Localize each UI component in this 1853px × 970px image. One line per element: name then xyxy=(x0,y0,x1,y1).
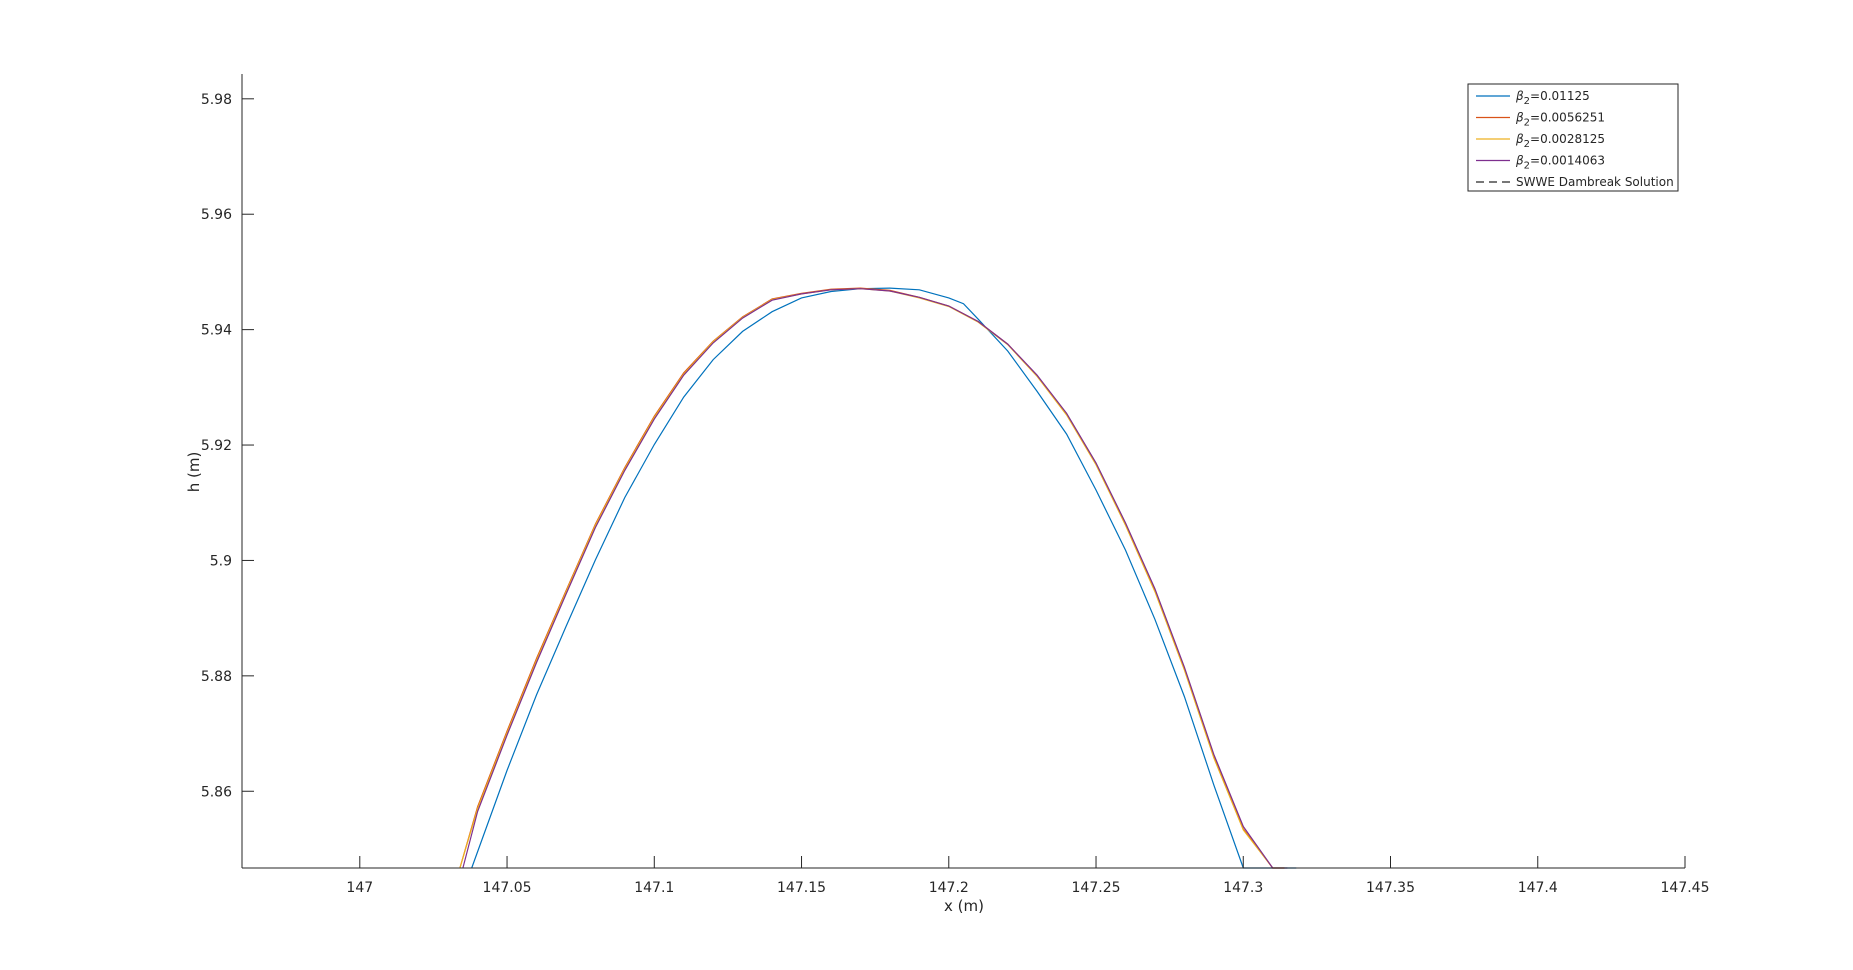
x-tick-label: 147.1 xyxy=(634,880,674,896)
series-layer xyxy=(459,287,1297,869)
x-axis-label: x (m) xyxy=(944,897,984,915)
legend-entry: β2=0.0014063 xyxy=(1476,154,1605,172)
legend-label: SWWE Dambreak Solution xyxy=(1516,175,1674,189)
plot-area: 147 147.05 147.1 147.15 147.2 147.25 147.3 147.… xyxy=(201,74,1710,896)
y-axis-ticks: 5.86 5.88 5.9 5.92 5.94 5.96 5.98 xyxy=(201,92,254,800)
legend-entry: SWWE Dambreak Solution xyxy=(1476,175,1674,189)
y-tick-label: 5.86 xyxy=(201,784,232,800)
x-tick-label: 147.4 xyxy=(1518,880,1558,896)
legend-label: β2=0.0056251 xyxy=(1515,111,1605,129)
y-tick-label: 5.96 xyxy=(201,207,232,223)
y-tick-label: 5.98 xyxy=(201,92,232,108)
series-line-1 xyxy=(471,287,1297,869)
x-tick-label: 147.2 xyxy=(929,880,969,896)
legend-label: β2=0.01125 xyxy=(1515,89,1590,107)
legend-label: β2=0.0028125 xyxy=(1515,132,1605,150)
legend-entry: β2=0.0056251 xyxy=(1476,111,1605,129)
x-tick-label: 147.45 xyxy=(1661,880,1710,896)
y-tick-label: 5.94 xyxy=(201,323,232,339)
y-tick-label: 5.92 xyxy=(201,438,232,454)
y-tick-label: 5.88 xyxy=(201,669,232,685)
series-line-4 xyxy=(462,288,1288,869)
x-tick-label: 147.15 xyxy=(777,880,826,896)
legend-box xyxy=(1467,83,1679,192)
x-tick-label: 147.3 xyxy=(1223,880,1263,896)
legend-entry: β2=0.01125 xyxy=(1476,89,1590,107)
legend-entry: β2=0.0028125 xyxy=(1476,132,1605,150)
legend-label: β2=0.0014063 xyxy=(1515,154,1605,172)
x-tick-label: 147.25 xyxy=(1072,880,1121,896)
legend-entries: β2=0.01125 β2=0.0056251 β2=0.0028125 β2=0.0… xyxy=(1476,89,1674,189)
x-tick-label: 147.35 xyxy=(1366,880,1415,896)
y-tick-label: 5.9 xyxy=(210,553,232,569)
legend: β2=0.01125 β2=0.0056251 β2=0.0028125 β2=0.0… xyxy=(1467,83,1679,192)
y-axis-label: h (m) xyxy=(185,452,203,493)
x-tick-label: 147 xyxy=(346,880,373,896)
x-axis-ticks: 147 147.05 147.1 147.15 147.2 147.25 147.3 147.… xyxy=(346,856,1710,896)
x-tick-label: 147.05 xyxy=(483,880,532,896)
